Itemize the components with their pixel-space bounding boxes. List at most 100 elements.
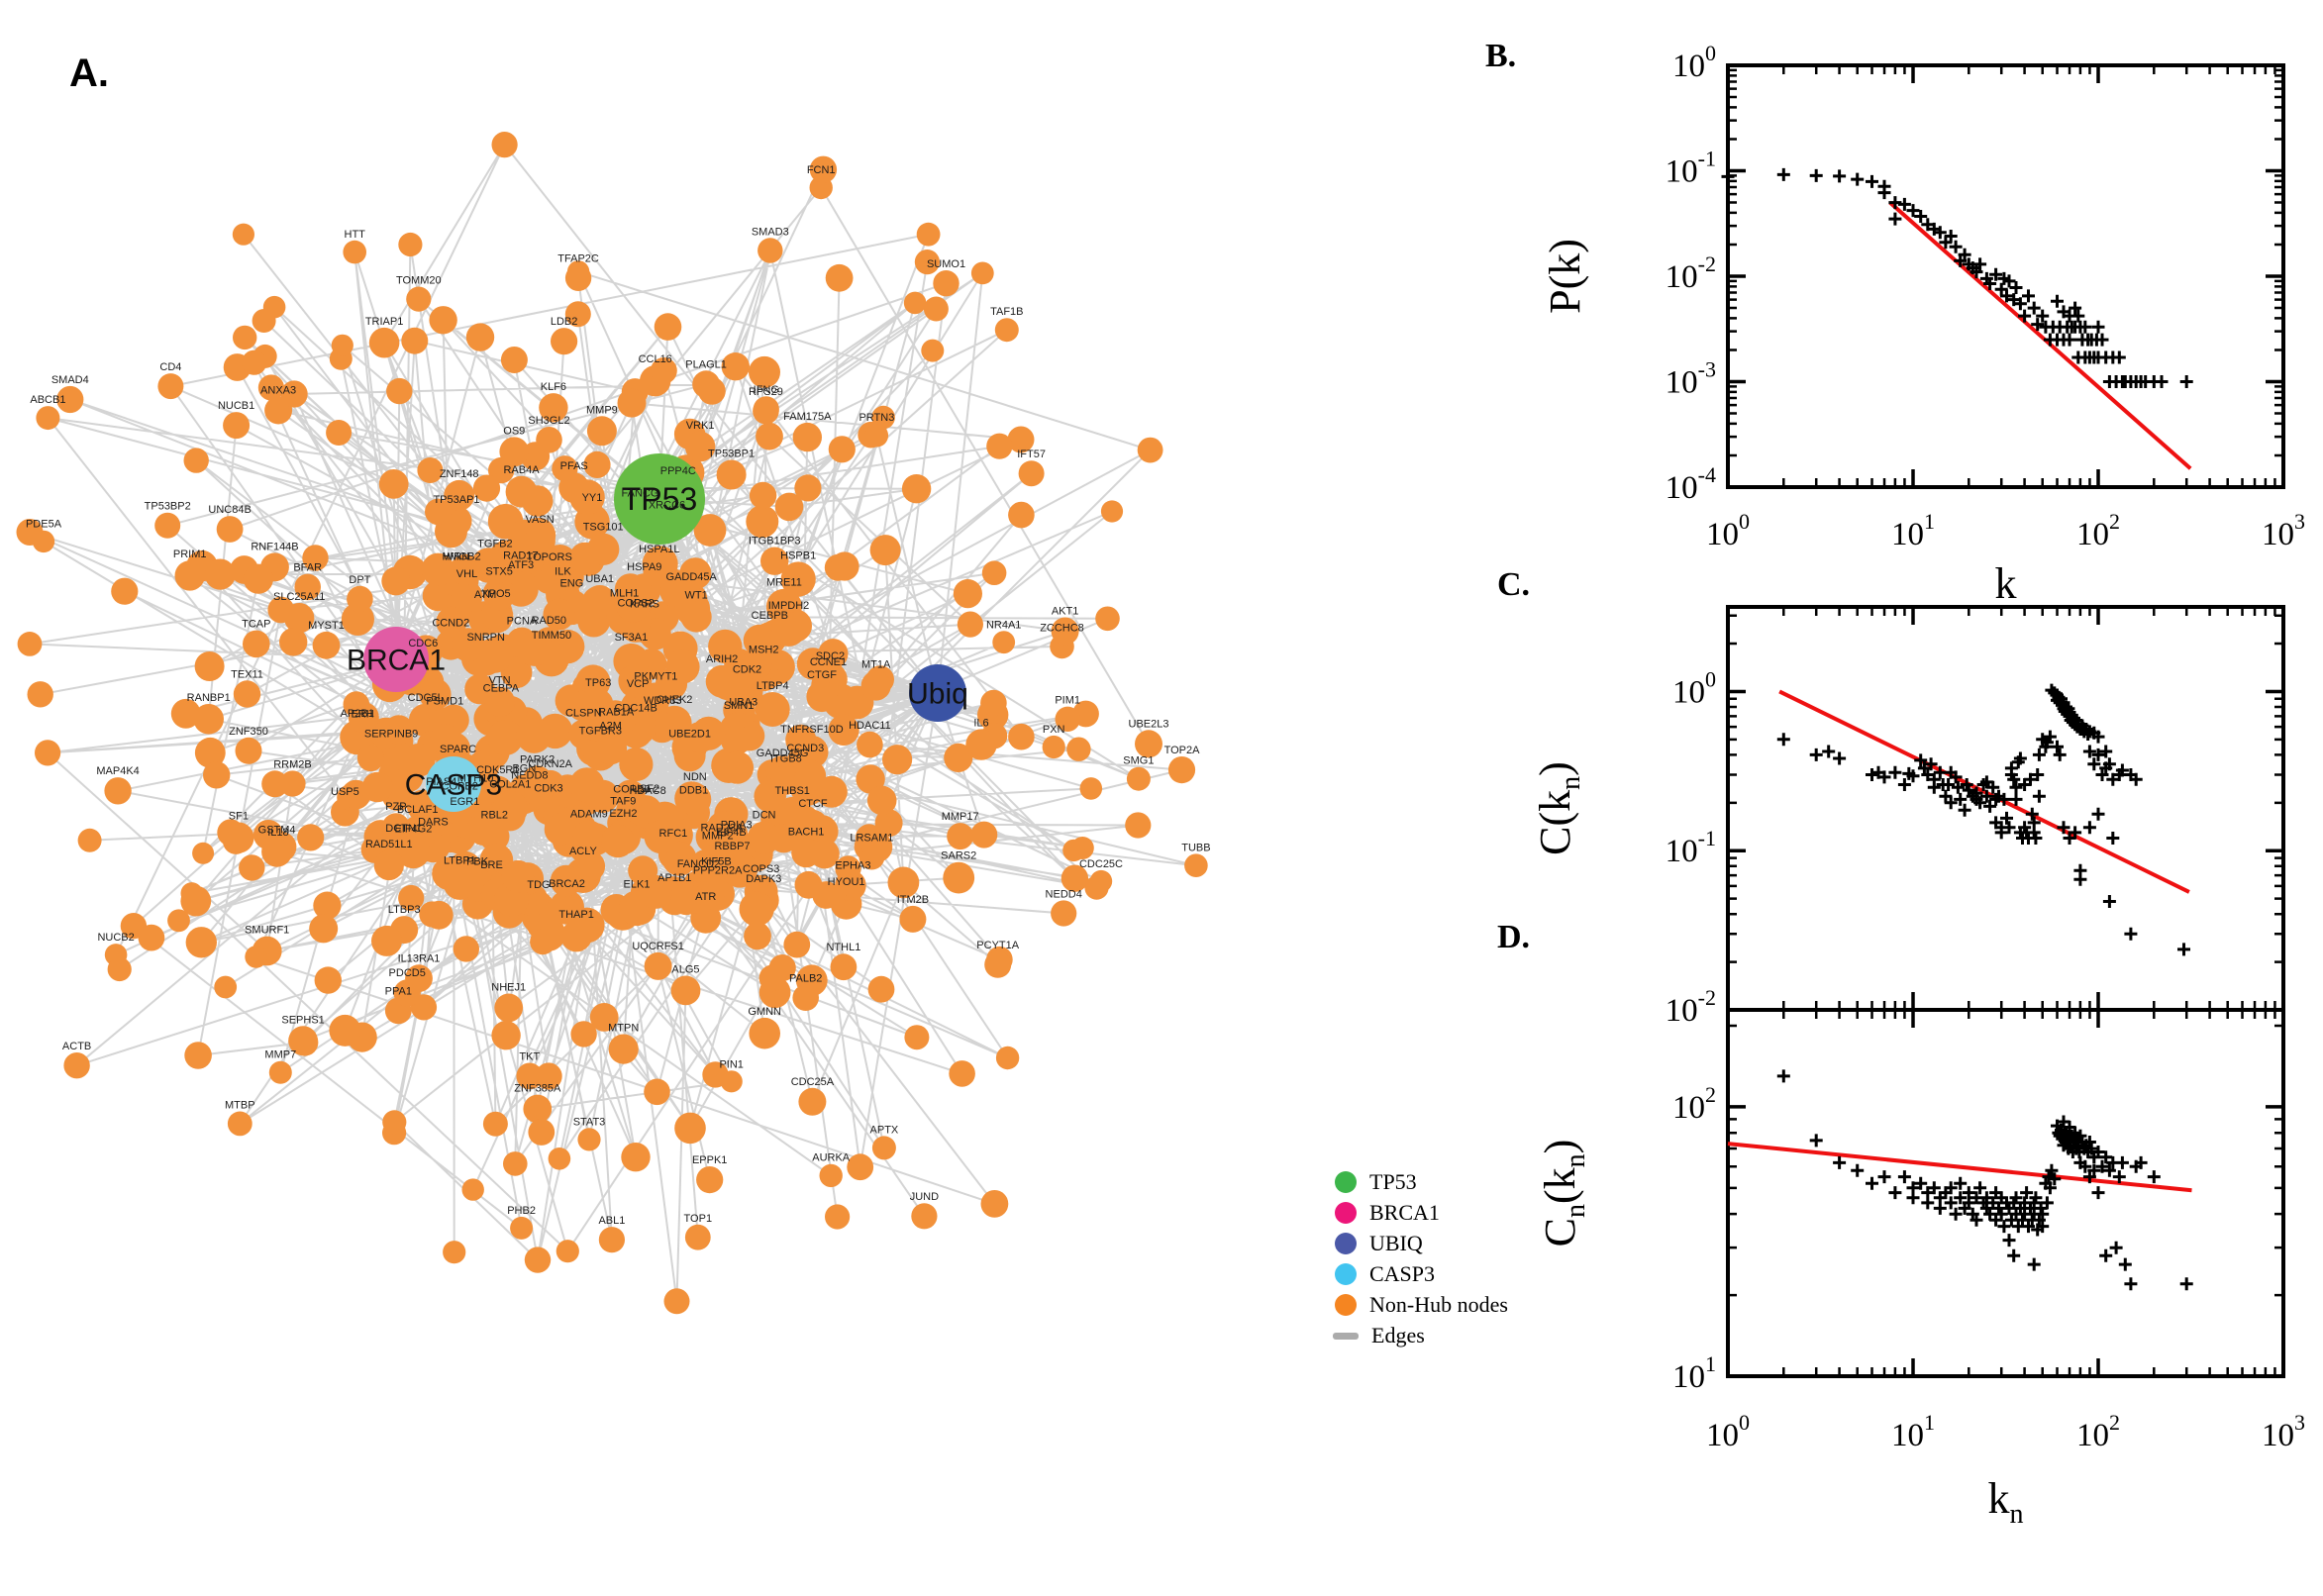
gene-node-label: IL6 xyxy=(973,717,988,729)
non-hub-node xyxy=(1084,875,1109,900)
gene-node-label: IFT57 xyxy=(1017,449,1046,460)
non-hub-node xyxy=(280,380,308,408)
non-hub-node xyxy=(257,374,284,401)
gene-node-label: PARK2 xyxy=(520,753,555,765)
non-hub-node xyxy=(398,232,423,257)
non-hub-node xyxy=(461,1178,484,1201)
non-hub-node xyxy=(743,624,775,656)
gene-node-label: SDC2 xyxy=(816,650,845,662)
gene-node-label: ENG xyxy=(559,578,583,590)
gene-node-label: NTHL1 xyxy=(826,942,860,953)
non-hub-node xyxy=(194,737,226,768)
non-hub-node xyxy=(573,850,606,882)
non-hub-node xyxy=(871,1136,896,1160)
non-hub-node xyxy=(491,132,518,158)
gene-node-label: DDB1 xyxy=(679,784,708,796)
non-hub-node xyxy=(794,474,822,502)
non-hub-node xyxy=(383,715,414,746)
non-hub-node xyxy=(828,714,859,747)
non-hub-node xyxy=(465,323,495,351)
gene-node-label: STAT3 xyxy=(573,1116,606,1128)
non-hub-node xyxy=(227,1111,252,1137)
gene-node-label: PCNA xyxy=(507,616,538,628)
gene-node-label: MMP9 xyxy=(586,404,618,416)
non-hub-node xyxy=(530,929,556,955)
gene-node-label: HDAC8 xyxy=(629,785,665,797)
non-hub-node xyxy=(861,832,893,862)
non-hub-node xyxy=(491,1021,521,1050)
non-hub-node xyxy=(617,388,647,418)
gene-node-label: COPS2 xyxy=(617,598,654,610)
non-hub-node xyxy=(1184,853,1208,877)
gene-node-label: RAD50 xyxy=(532,615,566,627)
gene-node-label: RPS29 xyxy=(749,386,783,398)
non-hub-node xyxy=(167,909,190,933)
gene-node-label: PIM1 xyxy=(1055,695,1080,707)
gene-node-label: MLH1 xyxy=(610,588,639,600)
gene-node-label: HMGB2 xyxy=(442,550,480,562)
gene-node-label: GADD45A xyxy=(666,571,718,583)
non-hub-node xyxy=(521,485,554,517)
gene-node-label: MAP4K4 xyxy=(96,765,139,777)
gene-node-label: NDN xyxy=(683,771,707,783)
gene-node-label: TRIAP1 xyxy=(365,316,404,328)
power-law-fit-line-B xyxy=(1888,201,2192,470)
x-axis-title-D: kn​ xyxy=(1988,1474,2024,1530)
legend-color-dot xyxy=(1335,1263,1357,1285)
non-hub-node xyxy=(138,924,165,951)
non-hub-node xyxy=(104,777,132,805)
non-hub-node xyxy=(794,759,827,792)
gene-node-label: IL18 xyxy=(267,827,288,839)
non-hub-node xyxy=(252,309,276,333)
gene-node-label: CDC25C xyxy=(1079,858,1123,870)
gene-node-label: STX5 xyxy=(485,565,513,577)
non-hub-node xyxy=(1135,730,1162,758)
non-hub-node xyxy=(638,874,672,909)
non-hub-node xyxy=(381,813,411,842)
non-hub-node xyxy=(185,927,217,958)
non-hub-node xyxy=(944,743,973,773)
gene-node-label: SLC25A11 xyxy=(273,591,325,603)
non-hub-node xyxy=(901,474,932,504)
non-hub-node xyxy=(980,689,1007,717)
gene-node-label: TSG101 xyxy=(583,522,624,534)
non-hub-node xyxy=(970,821,998,848)
non-hub-node xyxy=(949,1060,975,1087)
y-tick-label-B: 100 xyxy=(1672,41,1716,84)
gene-node-label: TGFBR3 xyxy=(579,725,622,737)
gene-node-label: ALG5 xyxy=(671,963,699,975)
non-hub-node xyxy=(1007,426,1035,453)
non-hub-node xyxy=(516,630,553,666)
non-hub-node xyxy=(223,412,251,440)
gene-node-label: NEDD4 xyxy=(1046,889,1082,901)
non-hub-node xyxy=(684,431,716,462)
non-hub-node xyxy=(245,946,267,968)
non-hub-node xyxy=(693,514,727,547)
gene-node-label: COPS3 xyxy=(743,863,779,875)
gene-node-label: EIF4B xyxy=(716,827,747,839)
gene-node-label: CCL16 xyxy=(639,353,672,365)
hub-label-brca1: BRCA1 xyxy=(347,645,446,677)
gene-node-label: USP5 xyxy=(331,786,359,798)
non-hub-node xyxy=(601,824,635,858)
legend-label: CASP3 xyxy=(1369,1261,1436,1286)
gene-node-label: IMPDH2 xyxy=(768,600,810,612)
gene-node-label: USF2 xyxy=(632,783,659,795)
minor-ticks-D xyxy=(1728,1010,2283,1376)
non-hub-node xyxy=(154,512,181,539)
gene-node-label: ATM xyxy=(474,589,496,601)
gene-node-label: CCND2 xyxy=(432,618,469,630)
non-hub-node xyxy=(35,740,61,766)
scatter-points-D xyxy=(1776,1069,2193,1291)
non-hub-node xyxy=(581,586,615,619)
hub-label-tp53: TP53 xyxy=(622,481,697,517)
non-hub-node xyxy=(911,1203,938,1230)
non-hub-node xyxy=(451,628,485,662)
non-hub-node xyxy=(396,835,431,869)
non-hub-node xyxy=(543,598,575,631)
panel-label-b: B. xyxy=(1485,38,1517,74)
non-hub-node xyxy=(572,820,606,853)
gene-node-label: BRE xyxy=(480,859,503,871)
non-hub-node xyxy=(670,884,702,916)
non-hub-node xyxy=(564,301,591,328)
